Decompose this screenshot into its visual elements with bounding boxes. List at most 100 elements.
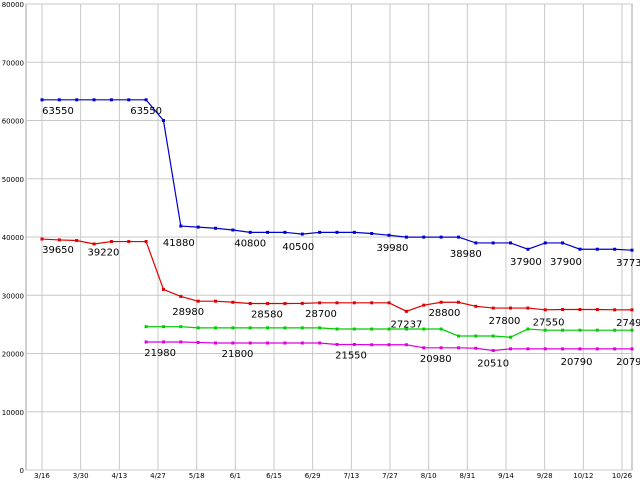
series-point-4 <box>370 343 374 347</box>
data-label: 20790 <box>561 357 593 368</box>
series-point-2 <box>561 308 565 312</box>
series-point-2 <box>57 238 61 242</box>
grid-layer <box>25 3 633 471</box>
series-point-2 <box>300 301 304 305</box>
y-tick-label: 0 <box>20 467 24 475</box>
series-point-3 <box>613 328 617 332</box>
series-point-1 <box>266 230 270 234</box>
series-point-4 <box>526 347 530 351</box>
series-point-1 <box>578 247 582 251</box>
series-point-2 <box>40 237 44 241</box>
series-point-3 <box>561 328 565 332</box>
series-point-2 <box>491 306 495 310</box>
data-label: 27490 <box>616 318 640 329</box>
series-point-2 <box>526 306 530 310</box>
y-tick-label: 20000 <box>2 351 24 359</box>
series-point-2 <box>127 240 131 244</box>
series-point-2 <box>370 301 374 305</box>
series-point-1 <box>439 235 443 239</box>
data-label: 37900 <box>510 257 542 268</box>
series-point-3 <box>248 326 252 330</box>
series-point-3 <box>422 327 426 331</box>
series-point-2 <box>179 294 183 298</box>
series-point-2 <box>75 238 79 242</box>
series-point-2 <box>595 308 599 312</box>
series-point-3 <box>630 328 634 332</box>
y-tick-label: 10000 <box>2 409 24 417</box>
series-point-1 <box>491 241 495 245</box>
series-point-2 <box>439 300 443 304</box>
series-point-3 <box>509 335 513 339</box>
series-point-3 <box>543 328 547 332</box>
data-label: 20510 <box>477 359 509 370</box>
series-point-3 <box>526 327 530 331</box>
series-point-2 <box>161 287 165 291</box>
series-point-3 <box>456 334 460 338</box>
x-tick-label: 10/26 <box>612 472 633 480</box>
x-tick-label: 3/16 <box>34 472 50 480</box>
x-tick-label: 8/10 <box>421 472 437 480</box>
series-point-2 <box>456 300 460 304</box>
y-tick-label: 50000 <box>2 176 24 184</box>
series-point-3 <box>335 327 339 331</box>
data-label: 39980 <box>377 243 409 254</box>
series-point-3 <box>179 325 183 329</box>
x-tick-label: 3/30 <box>73 472 89 480</box>
data-label: 27800 <box>489 316 521 327</box>
series-point-4 <box>578 347 582 351</box>
x-tick-label: 4/13 <box>111 472 127 480</box>
data-label: 40800 <box>234 238 266 249</box>
series-point-1 <box>422 235 426 239</box>
data-label: 39650 <box>42 245 74 256</box>
series-point-1 <box>318 230 322 234</box>
series-point-1 <box>595 247 599 251</box>
data-label: 37900 <box>550 257 582 268</box>
series-point-2 <box>196 299 200 303</box>
data-label: 28800 <box>429 308 461 319</box>
series-point-3 <box>578 328 582 332</box>
series-point-4 <box>613 347 617 351</box>
series-point-3 <box>196 326 200 330</box>
series-point-2 <box>352 301 356 305</box>
series-point-1 <box>127 98 131 102</box>
series-point-3 <box>300 326 304 330</box>
x-tick-label: 7/27 <box>382 472 398 480</box>
series-point-1 <box>456 235 460 239</box>
y-tick-label: 30000 <box>2 292 24 300</box>
series-point-4 <box>283 341 287 345</box>
data-label: 63550 <box>42 106 74 117</box>
series-point-2 <box>214 299 218 303</box>
series-point-1 <box>370 232 374 236</box>
series-point-1 <box>248 230 252 234</box>
x-tick-label: 9/28 <box>537 472 553 480</box>
series-point-1 <box>144 98 148 102</box>
x-tick-label: 9/14 <box>498 472 514 480</box>
series-point-3 <box>474 334 478 338</box>
x-tick-label: 8/31 <box>459 472 475 480</box>
series-point-3 <box>352 327 356 331</box>
series-point-2 <box>509 306 513 310</box>
data-label: 21550 <box>335 350 367 361</box>
series-point-4 <box>509 347 513 351</box>
series-point-4 <box>300 341 304 345</box>
label-layer: 63550 63550 41880 40800 40500 39980 38980 37900… <box>42 106 640 370</box>
series-point-1 <box>57 98 61 102</box>
series-point-4 <box>179 340 183 344</box>
series-point-1 <box>161 119 165 122</box>
data-label: 21980 <box>144 348 176 359</box>
series-point-1 <box>543 241 547 245</box>
series-point-1 <box>387 233 391 237</box>
x-tick-label: 6/29 <box>305 472 321 480</box>
series-point-1 <box>404 235 408 239</box>
series-point-4 <box>214 341 218 345</box>
series-point-3 <box>387 327 391 331</box>
series-point-2 <box>92 242 96 246</box>
series-point-4 <box>595 347 599 351</box>
series-point-3 <box>370 327 374 331</box>
series-point-1 <box>300 232 304 236</box>
x-tick-label: 10/12 <box>573 472 593 480</box>
data-label: 21800 <box>222 349 254 360</box>
series-point-1 <box>526 247 530 251</box>
series-point-3 <box>214 326 218 330</box>
